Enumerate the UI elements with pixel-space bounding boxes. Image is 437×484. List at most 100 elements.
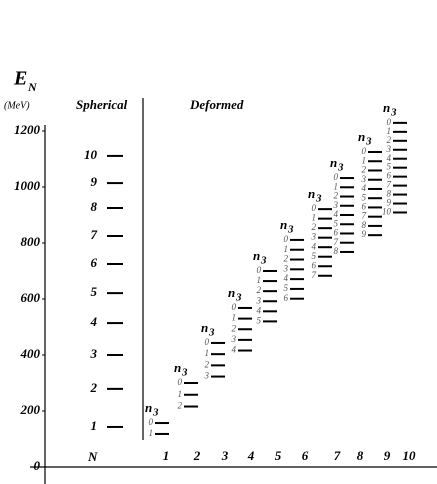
n3-label: 3 (386, 144, 392, 154)
n3-label: 2 (387, 135, 392, 145)
x-tick-label: 2 (193, 448, 201, 463)
spherical-label: 10 (84, 147, 98, 162)
n3-label: 2 (362, 165, 367, 175)
n3-label: 4 (257, 305, 262, 315)
n3-label: 1 (232, 313, 237, 323)
x-title: N (87, 449, 98, 464)
axis-title: E (13, 68, 27, 90)
axis-title-sub: N (27, 80, 38, 94)
y-tick-label: 600 (21, 290, 41, 305)
n3-label: 5 (257, 315, 262, 325)
spherical-label: 1 (91, 418, 98, 433)
n3-label: 5 (284, 283, 289, 293)
n3-label: 3 (256, 295, 262, 305)
n3-label: 6 (362, 202, 367, 212)
unit: (MeV) (4, 100, 30, 111)
n-symbol: n (383, 100, 390, 115)
n3-label: 6 (312, 260, 317, 270)
spherical-label: 6 (91, 255, 98, 270)
n3-label: 1 (312, 213, 317, 223)
spherical-label: 9 (91, 174, 98, 189)
n3-label: 4 (387, 153, 392, 163)
n-subscript: 3 (390, 106, 397, 118)
n-subscript: 3 (315, 193, 322, 205)
y-tick-label: 800 (21, 234, 41, 249)
spherical-label: 3 (90, 346, 98, 361)
n-subscript: 3 (235, 291, 242, 303)
n3-label: 0 (362, 146, 367, 156)
n3-label: 2 (312, 222, 317, 232)
n3-label: 2 (257, 285, 262, 295)
n3-label: 4 (334, 209, 339, 219)
n-subscript: 3 (287, 223, 294, 235)
n3-label: 2 (178, 401, 183, 411)
n3-label: 4 (362, 183, 367, 193)
n3-label: 0 (205, 337, 210, 347)
n3-label: 2 (205, 359, 210, 369)
n-symbol: n (358, 129, 365, 144)
n-subscript: 3 (365, 136, 372, 148)
n-symbol: n (201, 320, 208, 335)
n3-label: 1 (362, 155, 367, 165)
n3-label: 1 (334, 181, 339, 191)
n3-label: 3 (361, 174, 367, 184)
n3-label: 5 (334, 218, 339, 228)
n3-label: 10 (382, 207, 392, 217)
n3-label: 3 (231, 334, 237, 344)
n3-label: 3 (333, 200, 339, 210)
n-symbol: n (330, 155, 337, 170)
n3-label: 1 (178, 389, 183, 399)
n3-label: 6 (284, 293, 289, 303)
n-subscript: 3 (181, 367, 188, 379)
spherical-label: 5 (91, 284, 98, 299)
n3-label: 6 (334, 228, 339, 238)
n3-label: 9 (387, 198, 392, 208)
n-symbol: n (280, 217, 287, 232)
n3-label: 1 (284, 244, 289, 254)
x-tick-label: 3 (221, 448, 229, 463)
n3-label: 0 (149, 417, 154, 427)
y-tick-label: 200 (20, 402, 41, 417)
spherical-label: 7 (91, 227, 98, 242)
n-subscript: 3 (152, 407, 159, 419)
n-symbol: n (308, 186, 315, 201)
n3-label: 5 (362, 192, 367, 202)
x-tick-label: 1 (163, 448, 170, 463)
n-symbol: n (145, 400, 152, 415)
x-tick-label: 6 (302, 448, 309, 463)
n3-label: 6 (387, 171, 392, 181)
n-symbol: n (228, 285, 235, 300)
spherical-label: 8 (91, 199, 98, 214)
n3-label: 8 (362, 220, 367, 230)
deformed-title: Deformed (189, 97, 244, 112)
n-subscript: 3 (208, 326, 215, 338)
n3-label: 8 (334, 246, 339, 256)
n-symbol: n (174, 360, 181, 375)
n3-label: 3 (283, 263, 289, 273)
n3-label: 0 (334, 172, 339, 182)
spherical-label: 2 (90, 380, 98, 395)
n3-label: 7 (387, 180, 392, 190)
n3-label: 0 (284, 234, 289, 244)
y-tick-label: 1200 (14, 122, 41, 137)
n3-label: 4 (232, 345, 237, 355)
x-tick-label: 9 (384, 448, 391, 463)
spherical-label: 4 (90, 314, 98, 329)
y-tick-label: 1000 (14, 178, 41, 193)
n-subscript: 3 (337, 162, 344, 174)
n3-label: 2 (284, 254, 289, 264)
n3-label: 3 (204, 371, 210, 381)
n3-label: 0 (387, 117, 392, 127)
n3-label: 7 (312, 270, 317, 280)
n-subscript: 3 (260, 255, 267, 267)
y-tick-label: 400 (20, 346, 41, 361)
n3-label: 7 (362, 211, 367, 221)
n3-label: 7 (334, 237, 339, 247)
n3-label: 2 (334, 191, 339, 201)
x-tick-label: 10 (403, 448, 417, 463)
n3-label: 1 (257, 275, 262, 285)
n3-label: 8 (387, 189, 392, 199)
x-tick-label: 4 (247, 448, 255, 463)
n3-label: 1 (149, 428, 154, 438)
